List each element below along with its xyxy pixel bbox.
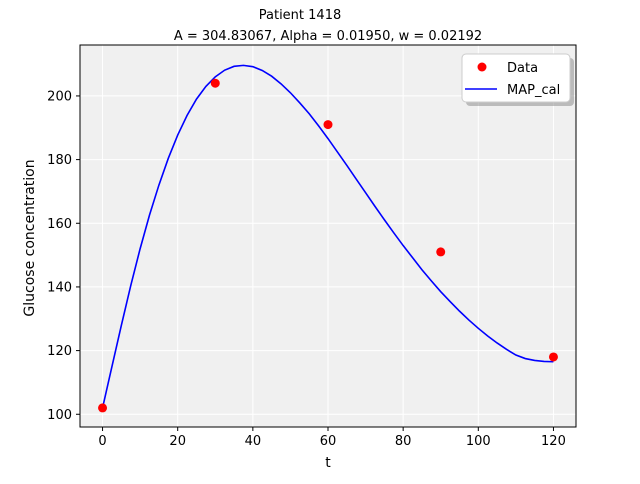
data-point bbox=[548, 352, 558, 362]
y-axis-ticks: 100 120 140 160 180 200 bbox=[47, 89, 80, 423]
data-point bbox=[323, 120, 333, 130]
x-tick-label: 0 bbox=[98, 434, 106, 449]
chart-suptitle: Patient 1418 bbox=[259, 8, 341, 23]
y-tick-label: 180 bbox=[47, 153, 72, 168]
x-tick-label: 60 bbox=[320, 434, 337, 449]
y-tick-label: 200 bbox=[47, 89, 72, 104]
series-layer bbox=[98, 64, 558, 413]
y-tick-label: 140 bbox=[47, 280, 72, 295]
series-line-map-cal bbox=[101, 64, 554, 409]
legend-marker-data bbox=[477, 62, 487, 72]
y-tick-label: 100 bbox=[47, 408, 72, 423]
plot-frame bbox=[79, 44, 577, 428]
x-tick-label: 40 bbox=[245, 434, 262, 449]
x-tick-label: 80 bbox=[395, 434, 412, 449]
x-tick-label: 120 bbox=[541, 434, 566, 449]
grid bbox=[80, 45, 576, 427]
x-axis-ticks: 0 20 40 60 80 100 120 bbox=[98, 427, 566, 449]
chart-title: A = 304.83067, Alpha = 0.01950, w = 0.02… bbox=[174, 29, 482, 44]
x-tick-label: 100 bbox=[466, 434, 491, 449]
y-tick-label: 120 bbox=[47, 344, 72, 359]
data-point bbox=[436, 247, 446, 257]
data-point bbox=[98, 403, 108, 413]
legend-label-map-cal: MAP_cal bbox=[507, 83, 560, 98]
legend: Data MAP_cal bbox=[461, 53, 574, 106]
legend-box bbox=[461, 53, 571, 103]
x-tick-label: 20 bbox=[169, 434, 186, 449]
data-point bbox=[210, 78, 220, 88]
y-axis-label: Glucose concentration bbox=[22, 159, 38, 316]
y-tick-label: 160 bbox=[47, 217, 72, 232]
x-axis-label: t bbox=[325, 455, 331, 471]
legend-label-data: Data bbox=[507, 61, 538, 76]
